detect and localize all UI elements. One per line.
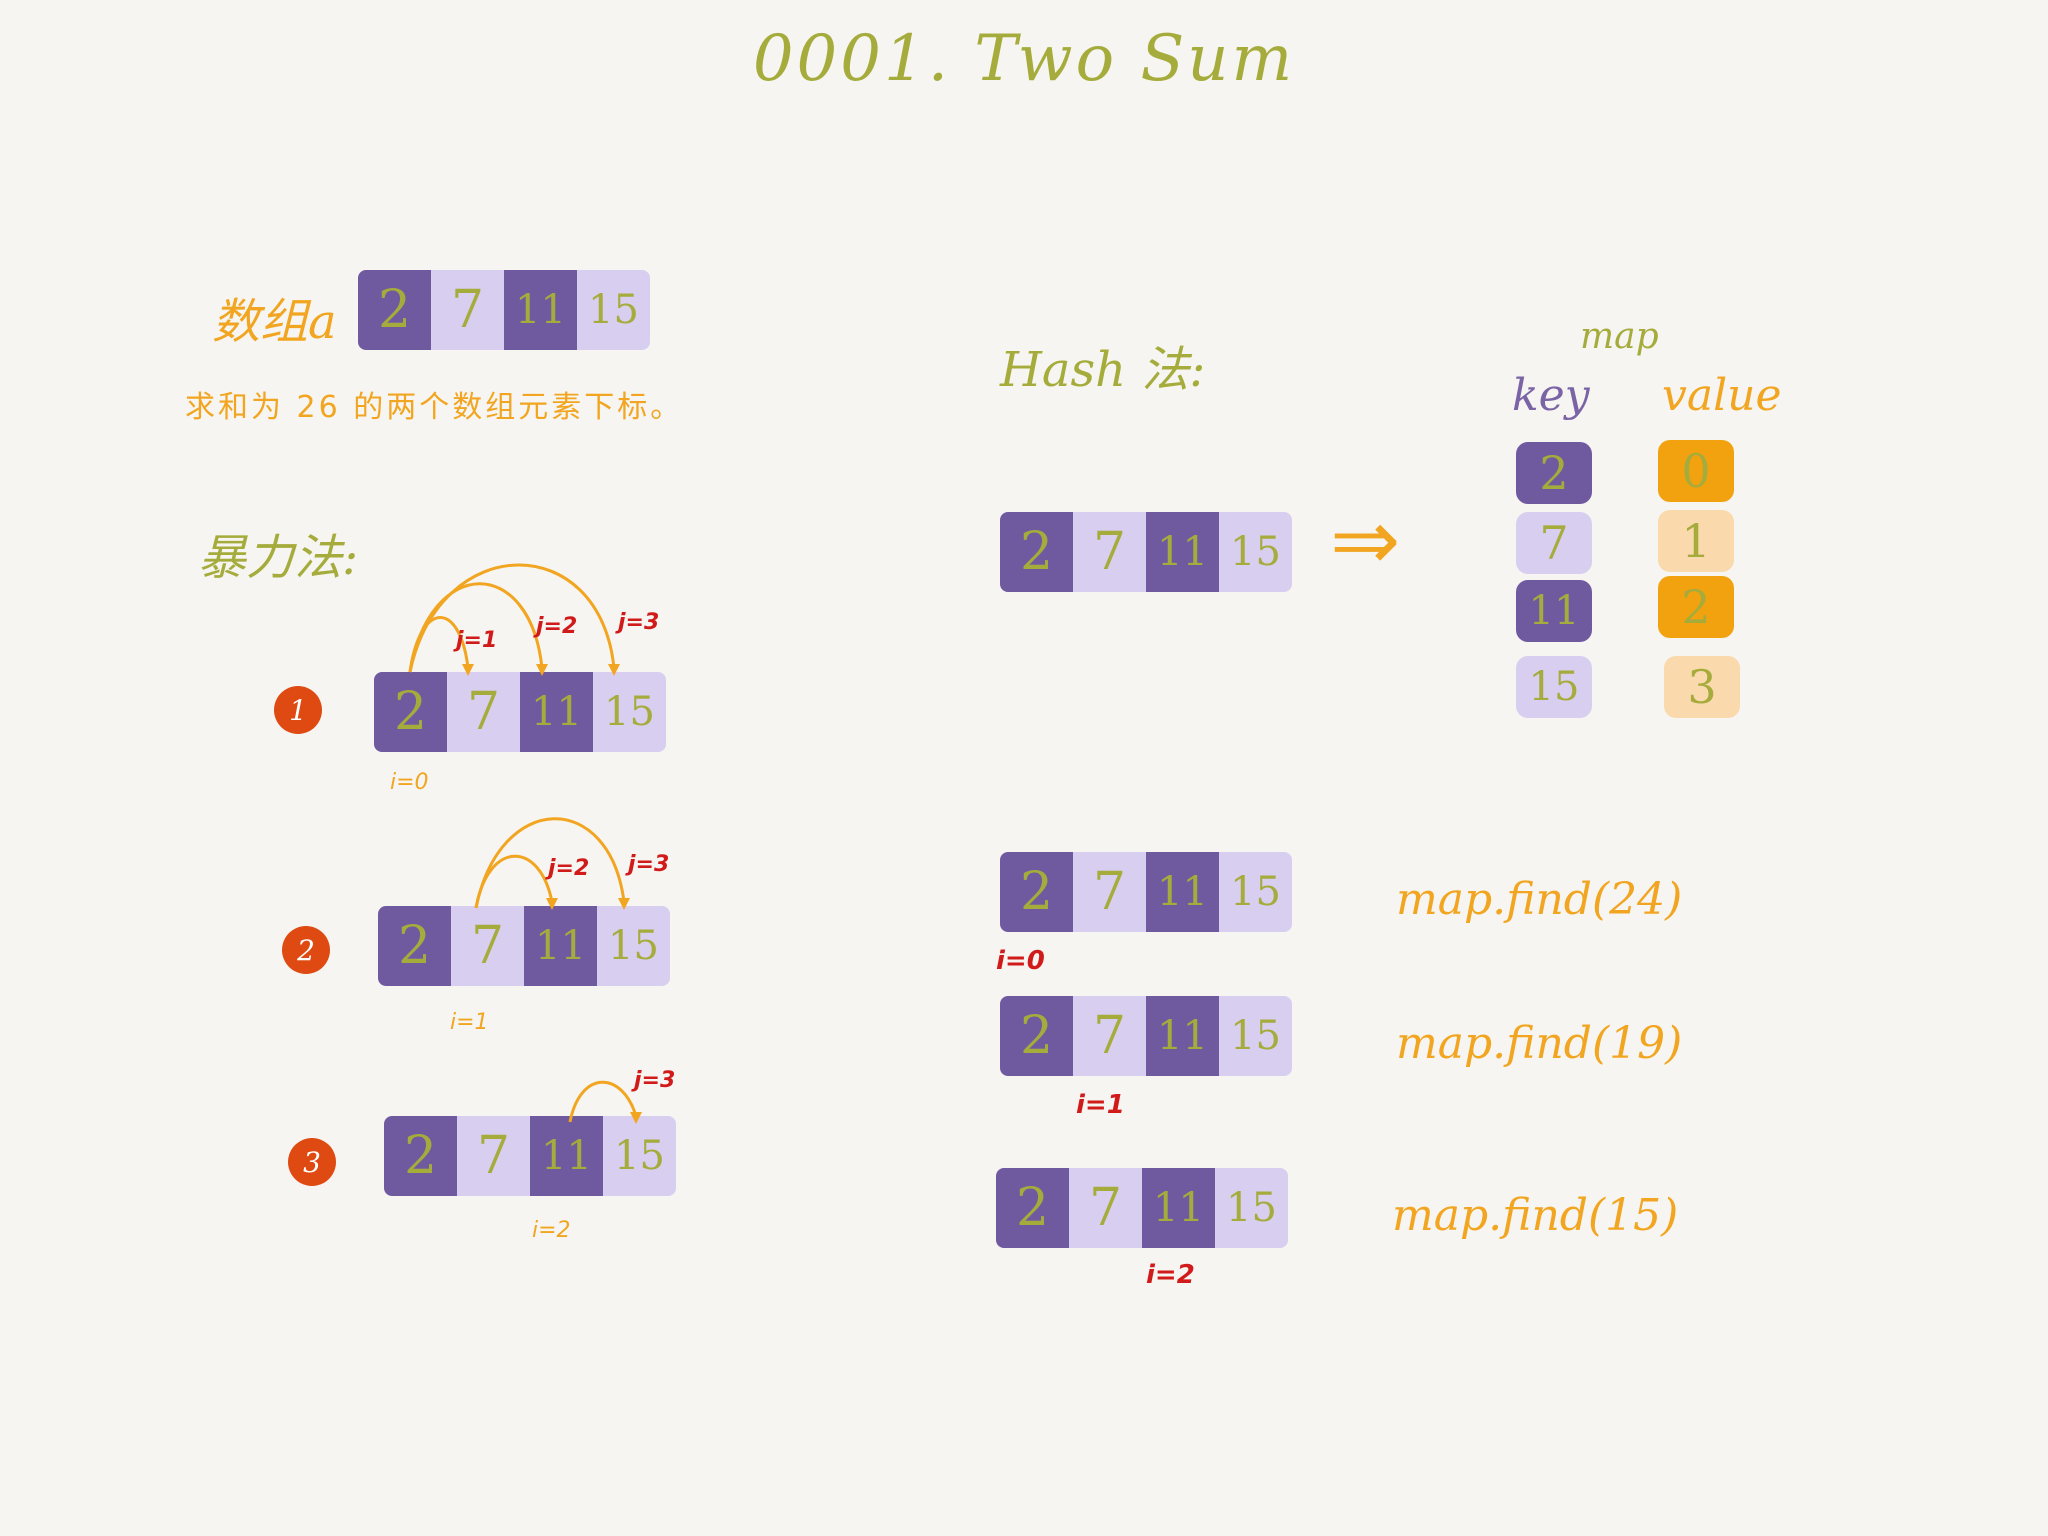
key-header: key (1512, 370, 1590, 421)
i-label: i=0 (996, 946, 1045, 976)
i-label: i=2 (532, 1218, 571, 1243)
array-cell: 15 (1219, 512, 1292, 592)
hash-array: 2 7 11 15 (1000, 512, 1292, 592)
arc-j3 (408, 563, 616, 673)
array-cell: 2 (374, 672, 447, 752)
array-cell: 15 (1215, 1168, 1288, 1248)
map-value: 2 (1658, 576, 1734, 638)
array-label: 数组a (212, 294, 337, 350)
array-cell: 11 (530, 1116, 603, 1196)
page-title: 0001. Two Sum (752, 22, 1296, 96)
array-cell: 15 (1219, 852, 1292, 932)
j-label: j=2 (536, 614, 578, 639)
array-cell: 11 (504, 270, 577, 350)
hash-title: Hash 法: (1000, 342, 1206, 398)
i-label: i=2 (1146, 1260, 1195, 1290)
map-value: 3 (1664, 656, 1740, 718)
array-cell: 15 (597, 906, 670, 986)
array-cell: 11 (1146, 996, 1219, 1076)
step-badge-2: 2 (282, 926, 330, 974)
find-array-2: 2 7 11 15 (1000, 996, 1292, 1076)
double-arrow-icon: ⇒ (1330, 491, 1401, 589)
array-cell: 15 (593, 672, 666, 752)
step-3-arcs (568, 1080, 642, 1124)
arc-j2 (474, 854, 554, 909)
array-cell: 11 (524, 906, 597, 986)
array-cell: 15 (603, 1116, 676, 1196)
array-cell: 15 (577, 270, 650, 350)
problem-description: 求和为 26 的两个数组元素下标。 (185, 390, 684, 425)
i-label: i=0 (390, 770, 429, 795)
map-key: 11 (1516, 580, 1592, 642)
value-header: value (1662, 370, 1782, 421)
j-label: j=3 (618, 610, 660, 635)
map-value: 1 (1658, 510, 1734, 572)
step-2-array: 2 7 11 15 (378, 906, 670, 986)
array-cell: 2 (1000, 852, 1073, 932)
find-array-1: 2 7 11 15 (1000, 852, 1292, 932)
array-cell: 7 (431, 270, 504, 350)
step-2-arcs (474, 817, 630, 910)
j-label: j=3 (628, 852, 670, 877)
i-label: i=1 (450, 1010, 489, 1035)
find-array-3: 2 7 11 15 (996, 1168, 1288, 1248)
map-label: map (1580, 316, 1659, 357)
arc-j3 (474, 817, 626, 909)
j-label: j=1 (456, 628, 498, 653)
array-cell: 2 (996, 1168, 1069, 1248)
array-cell: 7 (1073, 852, 1146, 932)
array-cell: 2 (378, 906, 451, 986)
step-badge-3: 3 (288, 1138, 336, 1186)
array-cell: 11 (520, 672, 593, 752)
array-cell: 2 (1000, 996, 1073, 1076)
j-label: j=3 (634, 1068, 676, 1093)
map-key: 7 (1516, 512, 1592, 574)
find-call: map.find(19) (1396, 1018, 1683, 1069)
j-label: j=2 (548, 856, 590, 881)
array-cell: 2 (1000, 512, 1073, 592)
array-cell: 15 (1219, 996, 1292, 1076)
array-cell: 7 (451, 906, 524, 986)
array-cell: 7 (457, 1116, 530, 1196)
find-call: map.find(24) (1396, 874, 1683, 925)
step-1-arcs (408, 563, 620, 676)
find-call: map.find(15) (1392, 1190, 1679, 1241)
array-cell: 7 (1073, 512, 1146, 592)
array-cell: 7 (1073, 996, 1146, 1076)
brute-force-title: 暴力法: (198, 530, 359, 586)
array-cell: 11 (1146, 512, 1219, 592)
array-cell: 2 (384, 1116, 457, 1196)
array-cell: 7 (1069, 1168, 1142, 1248)
map-key: 15 (1516, 656, 1592, 718)
array-a: 2 7 11 15 (358, 270, 650, 350)
i-label: i=1 (1076, 1090, 1125, 1120)
arc-j3 (568, 1080, 638, 1123)
step-badge-1: 1 (274, 686, 322, 734)
map-value: 0 (1658, 440, 1734, 502)
array-cell: 7 (447, 672, 520, 752)
map-key: 2 (1516, 442, 1592, 504)
step-3-array: 2 7 11 15 (384, 1116, 676, 1196)
array-cell: 11 (1146, 852, 1219, 932)
array-cell: 2 (358, 270, 431, 350)
array-cell: 11 (1142, 1168, 1215, 1248)
step-1-array: 2 7 11 15 (374, 672, 666, 752)
